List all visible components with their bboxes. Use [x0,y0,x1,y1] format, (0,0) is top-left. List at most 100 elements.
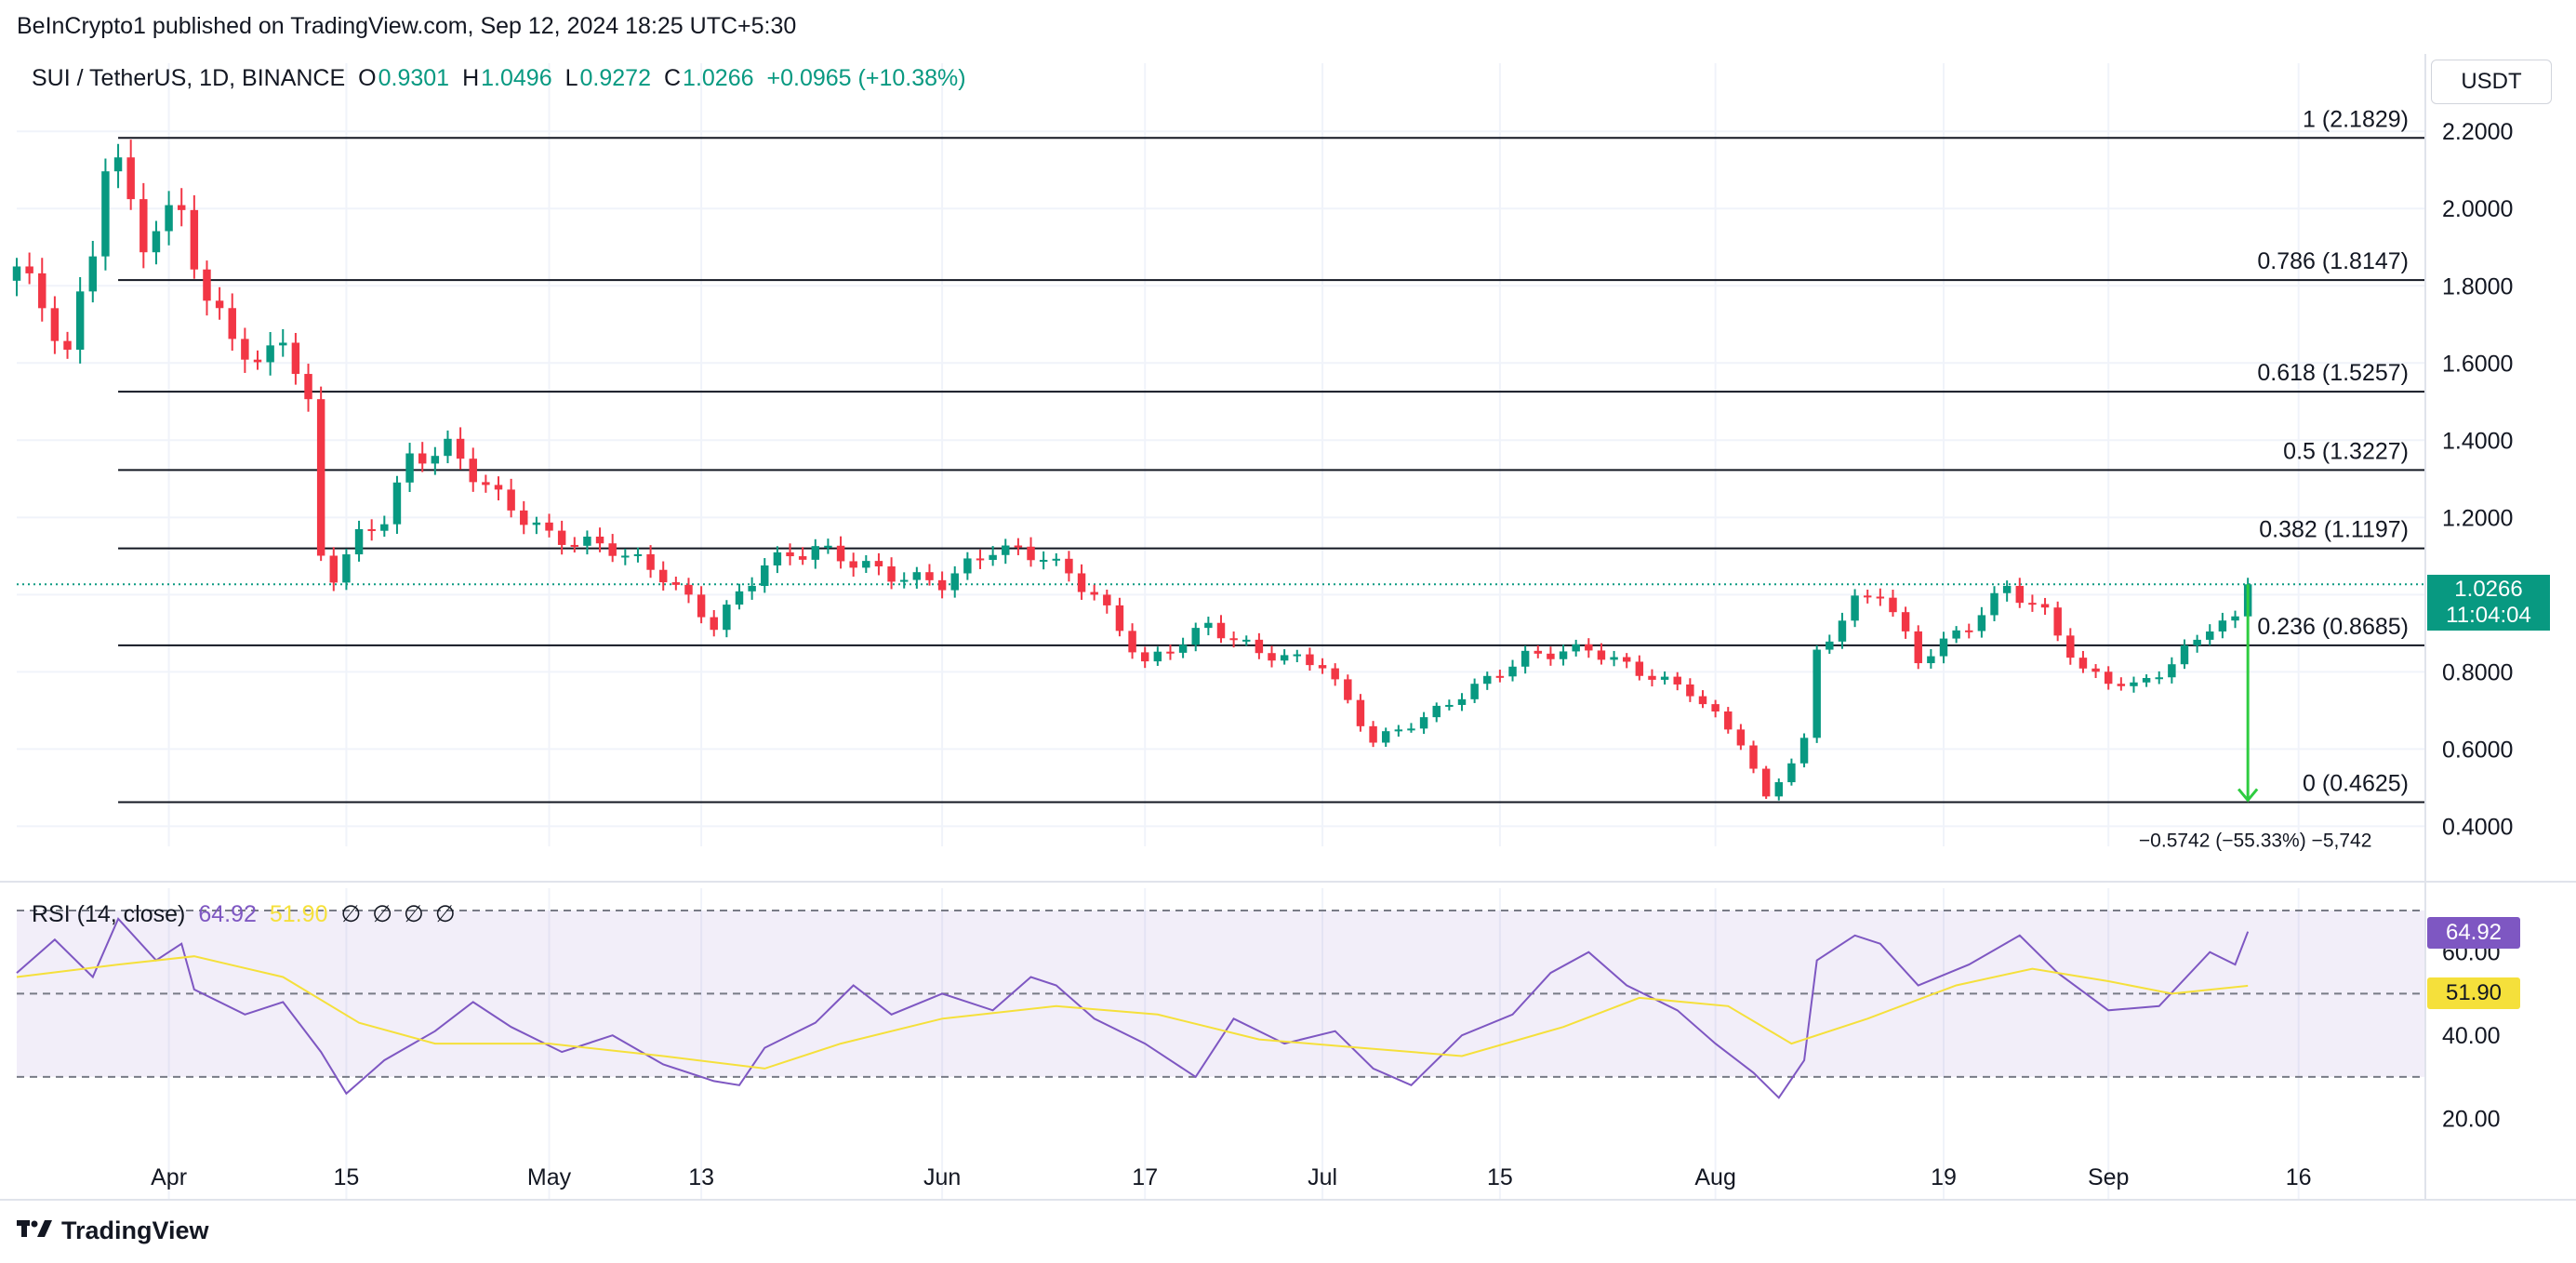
candle-body [177,205,186,210]
candle-body [1736,729,1746,746]
candle-body [2015,586,2025,604]
candle-body [291,342,300,375]
candle-body [1293,654,1302,657]
candle-body [862,561,870,568]
candle-body [279,342,287,346]
rsi-ma-line [16,955,2249,1070]
candle-body [1255,639,1264,654]
low-value: 0.9272 [579,65,651,91]
candle-body [621,555,630,558]
candle-body [1673,676,1681,685]
candle-body [1520,650,1530,667]
rsi-na-value: ∅ [404,901,424,927]
candle-body [1306,654,1314,666]
low-label: L [564,65,578,91]
candle-body [2206,631,2214,640]
candle-body [1711,704,1720,711]
candle-body [1014,545,1023,548]
candle-body [38,273,46,309]
candle-body [88,256,98,292]
grid [17,63,2425,1200]
fib-level-label: 0.382 (1.1197) [2259,517,2409,543]
currency-selector[interactable]: USDT [2431,60,2552,104]
candle-body [1914,631,1922,664]
price-tick-label: 0.6000 [2442,737,2513,763]
tradingview-logo[interactable]: TradingView [17,1216,209,1245]
candle-body [1318,665,1327,669]
candle-body [1242,639,1251,642]
candle-body [1559,651,1568,659]
candle-body [1039,559,1048,562]
price-tick-label: 1.4000 [2442,428,2513,454]
candle-body [1077,573,1086,592]
candle-body [937,579,947,591]
candle-body [190,209,199,270]
rsi-value: 64.92 [198,901,257,927]
candle-body [836,545,845,562]
candle-body [912,572,922,580]
rsi-value-tag: 64.92 [2427,917,2520,949]
measure-arrowhead [2237,788,2259,803]
candle-body [646,553,655,570]
candle-body [1216,622,1226,639]
candle-body [1090,592,1098,595]
last-price-value: 1.0266 [2454,577,2523,602]
candle-body [570,544,579,547]
measure-tool[interactable]: −0.5742 (−55.33%) −5,742 [2139,584,2371,851]
candle-body [1470,684,1479,699]
candle-body [583,536,591,546]
rsi-tick-label: 40.00 [2442,1023,2501,1049]
bar-countdown: 11:04:04 [2446,603,2531,628]
candle-body [2193,639,2201,645]
candle-body [976,558,985,561]
candle-body [710,617,718,631]
candle-body [697,594,706,618]
candle-body [1863,595,1872,598]
close-label: C [663,65,682,91]
candle-body [824,545,832,548]
candle-body [684,584,693,595]
candle-body [1128,631,1136,653]
candle-body [633,553,643,556]
candle-body [456,438,465,459]
candle-body [1698,696,1707,705]
candle-body [203,269,211,301]
candle-body [2002,586,2012,593]
time-tick-label: May [527,1164,572,1190]
candle-body [608,543,617,556]
candle-body [241,339,249,360]
time-tick-label: 15 [1487,1164,1513,1190]
candle-body [228,308,236,339]
candle-body [482,482,490,485]
candle-body [595,536,604,544]
candle-body [469,459,477,483]
candle-body [139,199,148,253]
last-price-tag: 1.0266 11:04:04 [2427,575,2550,631]
candle-body [989,554,997,561]
candle-body [773,552,782,565]
candle-body [2078,658,2088,669]
symbol-name[interactable]: SUI / TetherUS, 1D, BINANCE [32,65,346,91]
candle-body [1115,605,1124,632]
candle-body [380,524,389,531]
candle-body [1178,645,1188,653]
fib-level-label: 0.618 (1.5257) [2257,360,2409,386]
candle-body [1826,641,1834,650]
candle-body [25,266,33,273]
candle-body [1229,638,1238,641]
candle-body [1166,651,1175,654]
time-tick-label: Jun [923,1164,961,1190]
candlestick-series [12,140,2252,801]
candle-body [253,359,262,363]
rsi-title[interactable]: RSI (14, close) [32,901,186,927]
candle-body [1432,705,1441,718]
rsi-tick-label: 20.00 [2442,1107,2501,1133]
candle-body [342,554,351,583]
candle-body [405,453,414,483]
candle-body [545,522,553,531]
candle-body [2066,635,2075,658]
candle-body [1901,612,1910,632]
candle-body [1065,558,1073,574]
fib-retracement[interactable]: 1 (2.1829) 0.786 (1.8147) 0.618 (1.5257) 0.… [118,106,2425,804]
